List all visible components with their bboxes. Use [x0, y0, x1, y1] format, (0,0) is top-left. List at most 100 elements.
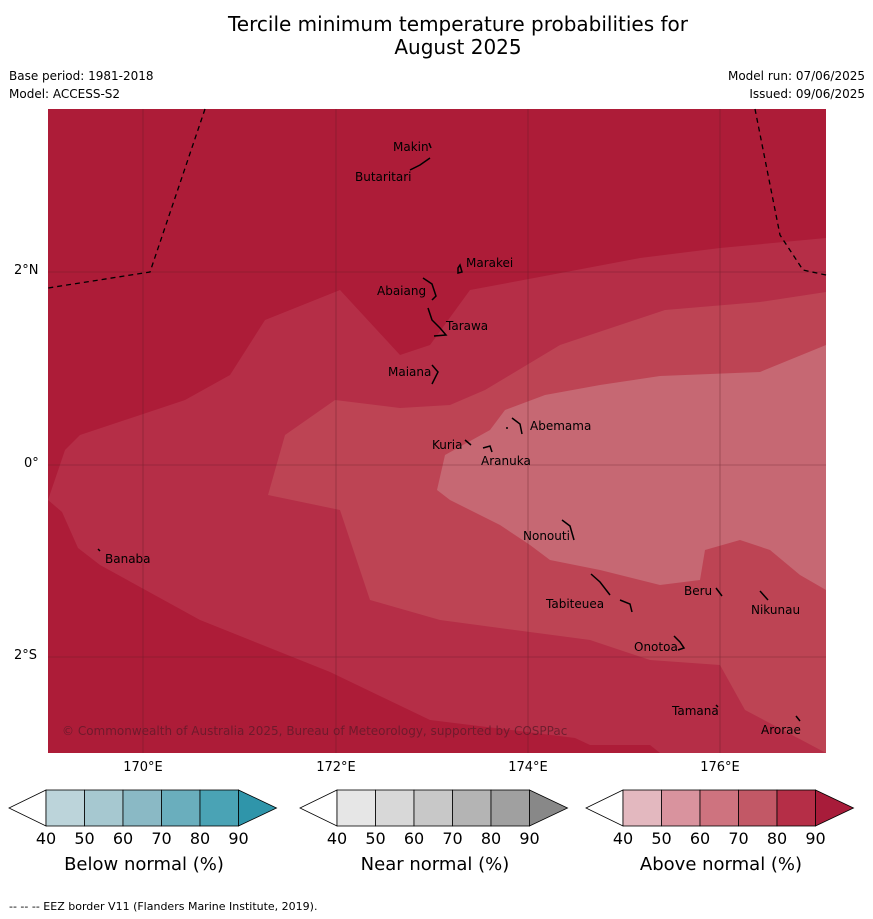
island-maiana — [431, 364, 439, 385]
near-segment-1 — [375, 789, 415, 827]
above-tick-80: 80 — [766, 829, 788, 848]
island-tabiteuea — [590, 573, 633, 613]
below-segment-4 — [199, 789, 239, 827]
above-segment-1 — [661, 789, 701, 827]
label-butaritari: Butaritari — [355, 170, 412, 184]
lat-label-2s: 2°S — [14, 648, 38, 663]
prob-band-60 — [437, 345, 826, 590]
label-kuria: Kuria — [432, 438, 463, 452]
issued-date: Issued: 09/06/2025 — [749, 87, 865, 101]
eez-border — [47, 108, 827, 289]
lon-label-176e: 176°E — [700, 760, 740, 775]
near-tick-40: 40 — [326, 829, 348, 848]
above-segment-0 — [622, 789, 662, 827]
above-tick-70: 70 — [728, 829, 749, 848]
label-maiana: Maiana — [388, 365, 432, 379]
model-name: Model: ACCESS-S2 — [9, 87, 121, 101]
below-tick-40: 40 — [35, 829, 57, 848]
label-makin: Makin — [393, 140, 429, 154]
meta-left: Base period: 1981-2018 Model: ACCESS-S2 — [9, 67, 154, 103]
below-extend-min — [8, 789, 47, 827]
near-segment-2 — [413, 789, 453, 827]
label-abemama: Abemama — [530, 419, 592, 433]
near-extend-min — [299, 789, 338, 827]
island-kuria — [464, 439, 472, 446]
label-beru: Beru — [684, 584, 713, 598]
copyright-text: © Commonwealth of Australia 2025, Bureau… — [62, 724, 568, 738]
near-segment-4 — [490, 789, 530, 827]
colorbar-near — [299, 789, 569, 827]
lat-label-0: 0° — [24, 456, 39, 471]
label-tarawa: Tarawa — [446, 319, 489, 333]
below-extend-max — [238, 789, 278, 827]
label-banaba: Banaba — [105, 552, 151, 566]
lon-label-170e: 170°E — [123, 760, 163, 775]
below-tick-70: 70 — [151, 829, 172, 848]
colorbar-near-title: Near normal (%) — [360, 854, 510, 875]
title-line-1: Tercile minimum temperature probabilitie… — [227, 12, 689, 36]
base-period: Base period: 1981-2018 — [9, 69, 154, 83]
near-tick-50: 50 — [365, 829, 386, 848]
island-tamana — [715, 704, 719, 708]
island-butaritari — [409, 157, 431, 171]
above-tick-90: 90 — [805, 829, 826, 848]
island-abemama — [506, 417, 523, 435]
near-extend-max — [529, 789, 569, 827]
label-marakei: Marakei — [466, 256, 514, 270]
island-tarawa — [427, 307, 448, 337]
colorbar-above — [585, 789, 855, 827]
colorbar-below — [8, 789, 278, 827]
island-marakei — [457, 263, 463, 274]
island-arorae — [795, 715, 801, 722]
below-segment-1 — [84, 789, 124, 827]
above-tick-60: 60 — [689, 829, 711, 848]
near-tick-60: 60 — [403, 829, 425, 848]
island-aranuka — [482, 445, 493, 453]
island-nonouti — [561, 519, 575, 541]
label-onotoa: Onotoa — [634, 640, 678, 654]
model-run: Model run: 07/06/2025 — [727, 69, 865, 83]
colorbar-below-title: Below normal (%) — [64, 854, 224, 875]
below-segment-0 — [45, 789, 85, 827]
meta-right: Model run: 07/06/2025 Issued: 09/06/2025 — [728, 67, 865, 103]
island-abaiang — [422, 277, 437, 301]
footer-note: -- -- -- EEZ border V11 (Flanders Marine… — [9, 900, 318, 913]
chart-title: Tercile minimum temperature probabilitie… — [0, 13, 873, 59]
near-segment-3 — [452, 789, 492, 827]
label-aranuka: Aranuka — [481, 454, 531, 468]
below-tick-60: 60 — [112, 829, 134, 848]
island-nikunau — [759, 590, 769, 601]
title-line-2: August 2025 — [394, 35, 522, 59]
island-beru — [715, 587, 723, 597]
above-segment-3 — [738, 789, 778, 827]
island-makin — [428, 142, 432, 149]
above-tick-50: 50 — [651, 829, 672, 848]
above-extend-min — [585, 789, 624, 827]
near-tick-80: 80 — [480, 829, 502, 848]
islands — [97, 142, 801, 722]
lon-label-172e: 172°E — [316, 760, 356, 775]
label-nonouti: Nonouti — [523, 529, 570, 543]
above-segment-4 — [776, 789, 816, 827]
below-tick-80: 80 — [189, 829, 211, 848]
lat-label-2n: 2°N — [14, 263, 39, 278]
island-banaba — [97, 548, 101, 552]
near-tick-90: 90 — [519, 829, 540, 848]
below-tick-90: 90 — [228, 829, 249, 848]
near-tick-70: 70 — [442, 829, 463, 848]
above-segment-2 — [699, 789, 739, 827]
below-segment-3 — [161, 789, 201, 827]
lon-label-174e: 174°E — [508, 760, 548, 775]
gridlines — [48, 109, 826, 753]
colorbar-above-title: Above normal (%) — [639, 854, 803, 875]
label-abaiang: Abaiang — [377, 284, 427, 298]
label-tamana: Tamana — [672, 704, 719, 718]
above-extend-max — [815, 789, 855, 827]
above-tick-40: 40 — [612, 829, 634, 848]
label-nikunau: Nikunau — [751, 603, 801, 617]
island-onotoa — [673, 635, 686, 651]
label-arorae: Arorae — [761, 723, 801, 737]
below-segment-2 — [122, 789, 162, 827]
near-segment-0 — [336, 789, 376, 827]
